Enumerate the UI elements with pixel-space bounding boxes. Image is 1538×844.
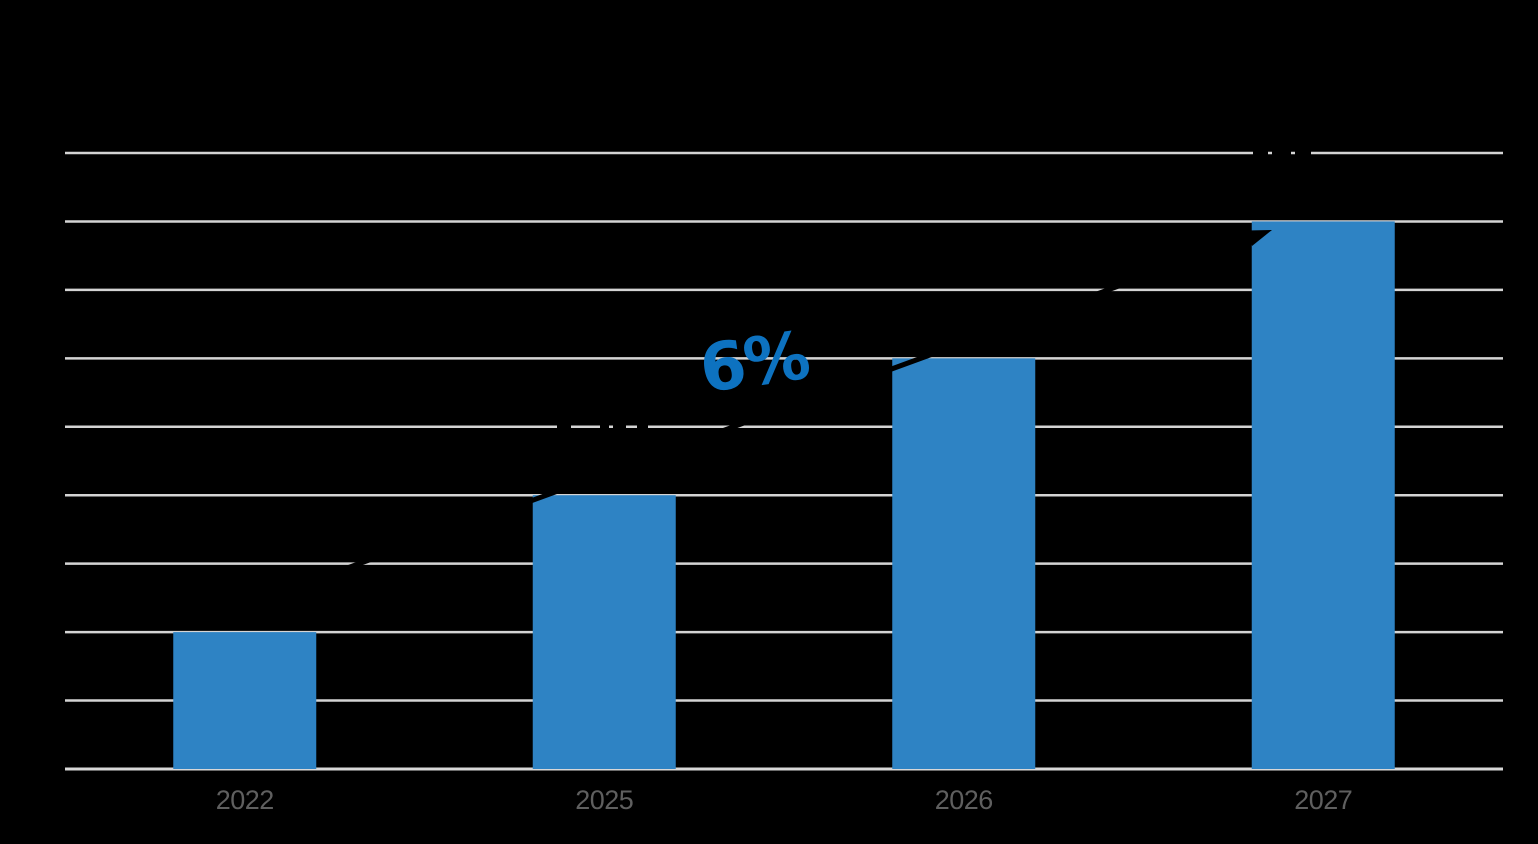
obscured-text-mark (637, 423, 648, 433)
trend-arrow-head (1247, 230, 1272, 246)
x-axis-label-2026: 2026 (934, 785, 994, 815)
bar-2026 (892, 358, 1036, 769)
obscured-text-mark (600, 423, 609, 433)
bar-2025 (532, 495, 676, 769)
obscured-text-mark (1253, 149, 1268, 159)
x-axis-label-2027: 2027 (1294, 785, 1353, 815)
obscured-text-mark (557, 423, 571, 433)
growth-rate-annotation: 6% (695, 317, 813, 408)
x-axis-label-2022: 2022 (215, 785, 275, 815)
bar-2027 (1251, 221, 1395, 769)
obscured-text-mark (1295, 149, 1311, 159)
growth-rate-text: 6% (695, 316, 813, 409)
x-axis-label-2025: 2025 (575, 785, 634, 815)
obscured-text-mark (613, 423, 626, 433)
trend-arrow-shaft (204, 235, 1251, 623)
bar-2022 (173, 632, 317, 769)
obscured-text-mark (1272, 149, 1291, 159)
